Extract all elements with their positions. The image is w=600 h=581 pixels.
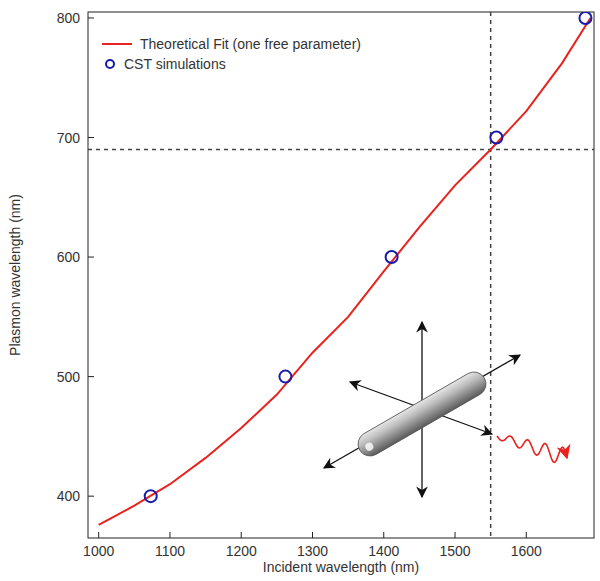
x-tick-label: 1500 [439,543,470,559]
y-tick [88,257,94,258]
legend-swatch [106,60,114,68]
inset-arrow [324,355,520,468]
reference-vline [490,12,492,538]
x-tick-label: 1600 [511,543,542,559]
sim-point [579,12,591,24]
y-tick [88,376,94,377]
sim-point [145,490,157,502]
x-tick-label: 1100 [155,543,185,559]
emitted-wave [497,436,567,462]
y-axis-title: Plasmon wavelength (nm) [7,194,23,356]
x-tick-label: 1000 [83,543,114,559]
x-tick [98,532,99,538]
chart: 1000 1100 1200 1300 1400 1500 1600 400 500 600 700… [0,0,600,581]
y-tick-label: 800 [57,10,81,26]
y-tick [88,496,94,497]
x-tick-label: 1300 [297,543,328,559]
legend-swatch [102,43,132,45]
x-tick [169,532,170,538]
sim-point [279,371,291,383]
plot-frame [88,12,594,538]
y-tick-label: 500 [57,369,81,385]
reference-hline [88,149,594,151]
nanorod [354,368,491,461]
y-tick-label: 700 [57,130,81,146]
nanorod-body [354,368,491,461]
x-tick [312,532,313,538]
x-tick-label: 1400 [368,543,399,559]
plot-area [88,12,594,538]
x-tick [455,532,456,538]
nanorod-highlight [364,441,375,452]
sim-point [490,132,502,144]
x-axis-title: Incident wavelength (nm) [263,559,419,575]
x-tick [383,532,384,538]
y-tick-label: 400 [57,488,81,504]
y-tick-label: 600 [57,249,81,265]
x-tick [526,532,527,538]
fit-line [99,18,591,525]
legend-label: CST simulations [124,56,226,72]
x-tick-label: 1200 [226,543,257,559]
y-tick [88,17,94,18]
legend-label: Theoretical Fit (one free parameter) [140,36,361,52]
y-tick [88,137,94,138]
x-tick [241,532,242,538]
sim-point [386,251,398,263]
